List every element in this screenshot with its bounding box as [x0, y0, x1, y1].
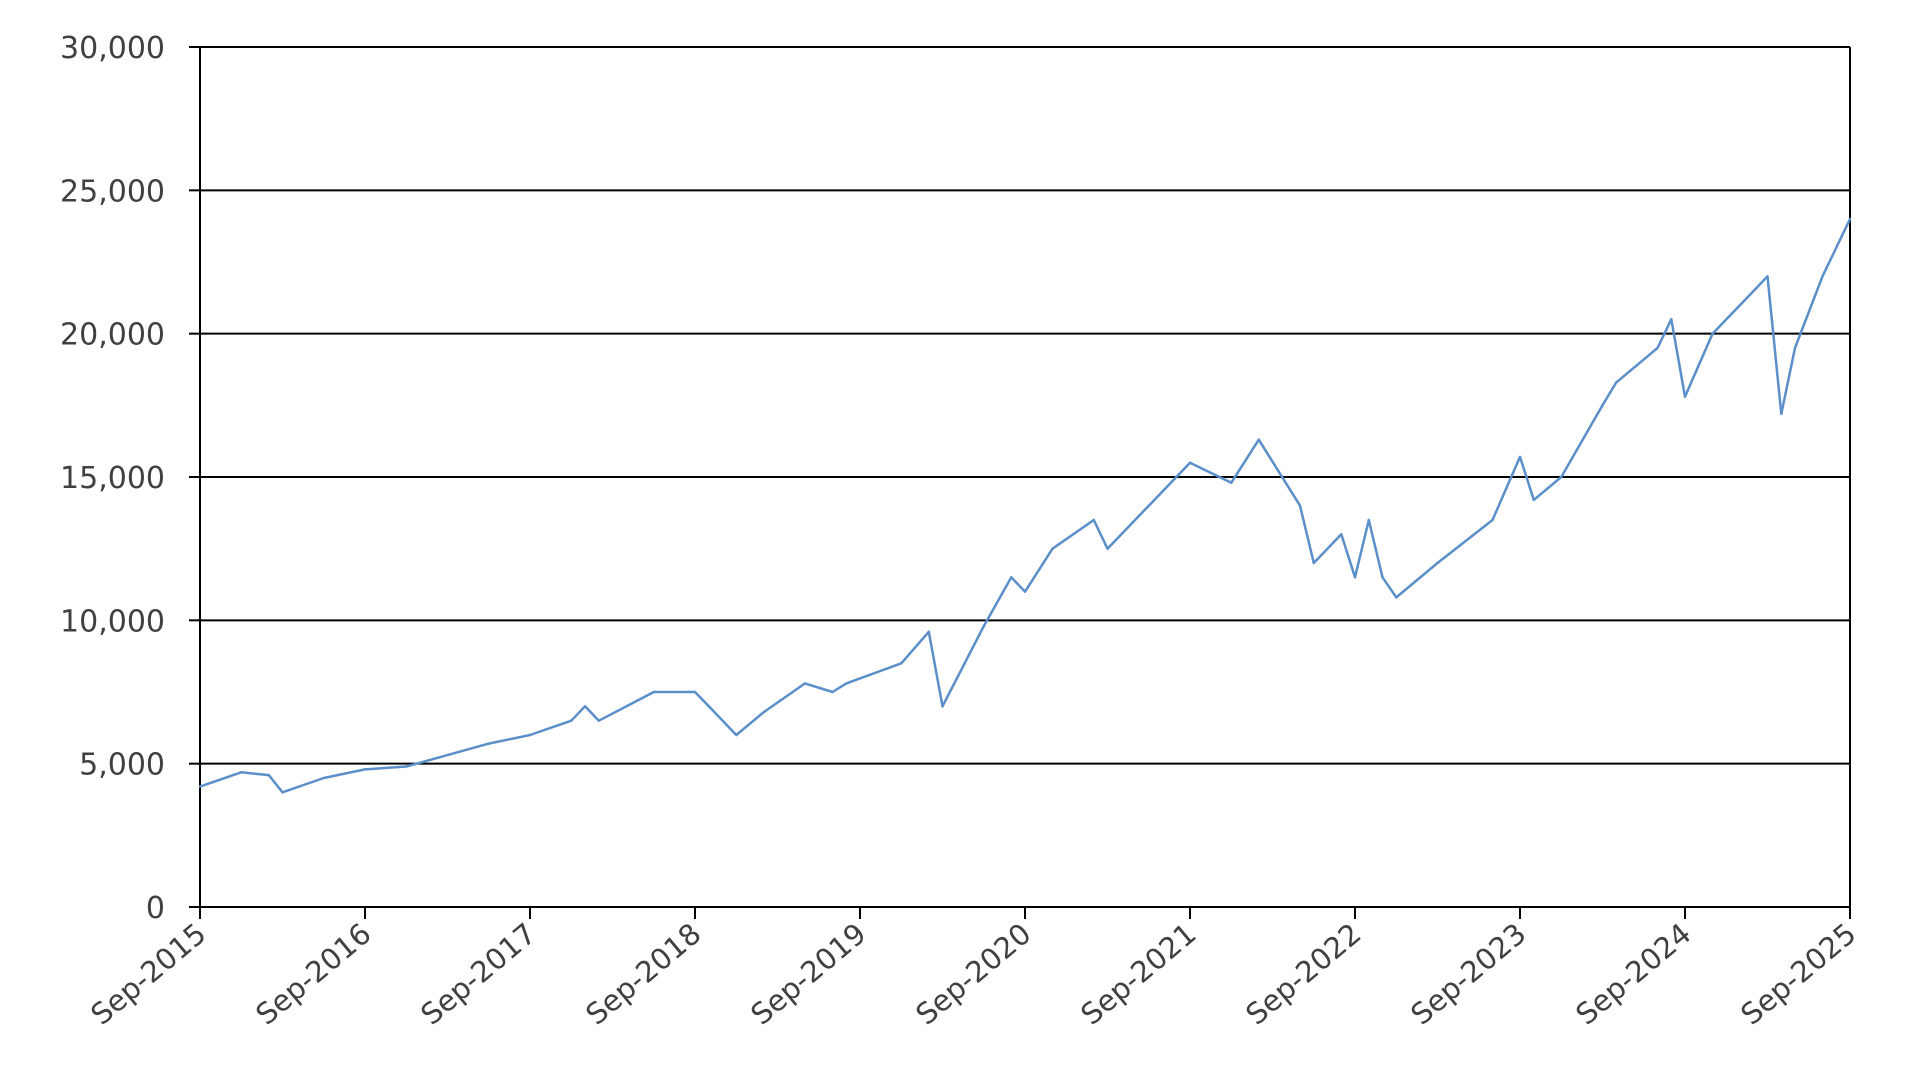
data-point	[693, 690, 697, 694]
data-point	[1257, 438, 1260, 441]
y-tick-label: 0	[146, 891, 165, 926]
data-point	[240, 771, 243, 774]
data-point	[487, 742, 490, 745]
data-point	[1793, 346, 1797, 350]
data-point	[1106, 547, 1109, 550]
data-point	[1711, 332, 1714, 335]
data-point	[405, 765, 408, 768]
data-point	[1780, 412, 1783, 416]
data-point	[1381, 576, 1384, 579]
data-point	[1601, 404, 1604, 407]
data-point	[1560, 475, 1563, 479]
data-point	[1395, 596, 1398, 599]
data-point	[1683, 395, 1687, 398]
y-axis-ticks: 0 5,000 10,000 15,000 20,000 25,000 30,000	[60, 31, 200, 926]
data-point	[1532, 498, 1535, 502]
y-tick-label: 5,000	[79, 748, 165, 783]
data-point	[1188, 461, 1192, 464]
data-point	[528, 733, 532, 737]
data-point	[597, 719, 600, 722]
series-line	[199, 218, 1852, 794]
data-point	[1298, 504, 1302, 507]
data-point	[1023, 590, 1027, 593]
data-point	[281, 791, 284, 794]
data-point	[652, 690, 655, 694]
data-point	[1051, 547, 1054, 550]
data-point	[831, 690, 834, 694]
y-tick-label: 10,000	[60, 604, 165, 639]
y-tick-label: 25,000	[60, 174, 165, 209]
gridlines	[200, 46, 1850, 765]
data-point	[1491, 518, 1494, 522]
y-tick-label: 20,000	[60, 318, 165, 353]
data-point	[1615, 381, 1618, 384]
data-point	[982, 624, 985, 628]
data-point	[363, 768, 367, 771]
data-point	[845, 682, 848, 685]
data-point	[1367, 518, 1370, 522]
data-point	[1821, 275, 1824, 278]
data-point	[803, 682, 807, 685]
y-tick-label: 30,000	[60, 31, 165, 66]
data-point	[1353, 576, 1357, 579]
data-point	[1312, 561, 1315, 565]
data-point	[707, 705, 710, 708]
data-point	[322, 776, 325, 780]
data-point	[583, 705, 587, 708]
data-point	[900, 662, 903, 665]
y-tick-label: 15,000	[60, 461, 165, 496]
data-point	[1670, 318, 1673, 321]
data-point	[1752, 289, 1755, 292]
data-point	[198, 785, 202, 788]
data-point	[446, 753, 449, 757]
data-point	[267, 773, 270, 777]
data-point	[1147, 504, 1150, 507]
data-point	[570, 719, 573, 722]
data-point	[1656, 346, 1659, 350]
data-point	[1092, 518, 1095, 522]
data-point	[762, 710, 765, 714]
data-point	[1518, 455, 1522, 459]
data-point	[1230, 481, 1233, 484]
data-point	[1766, 275, 1769, 278]
data-point	[1848, 217, 1852, 221]
data-point	[735, 733, 738, 737]
series-group	[198, 217, 1852, 794]
data-point	[927, 630, 930, 633]
data-point	[1010, 576, 1013, 579]
data-point	[941, 705, 944, 708]
data-point	[1436, 561, 1439, 565]
data-point	[1340, 533, 1343, 536]
